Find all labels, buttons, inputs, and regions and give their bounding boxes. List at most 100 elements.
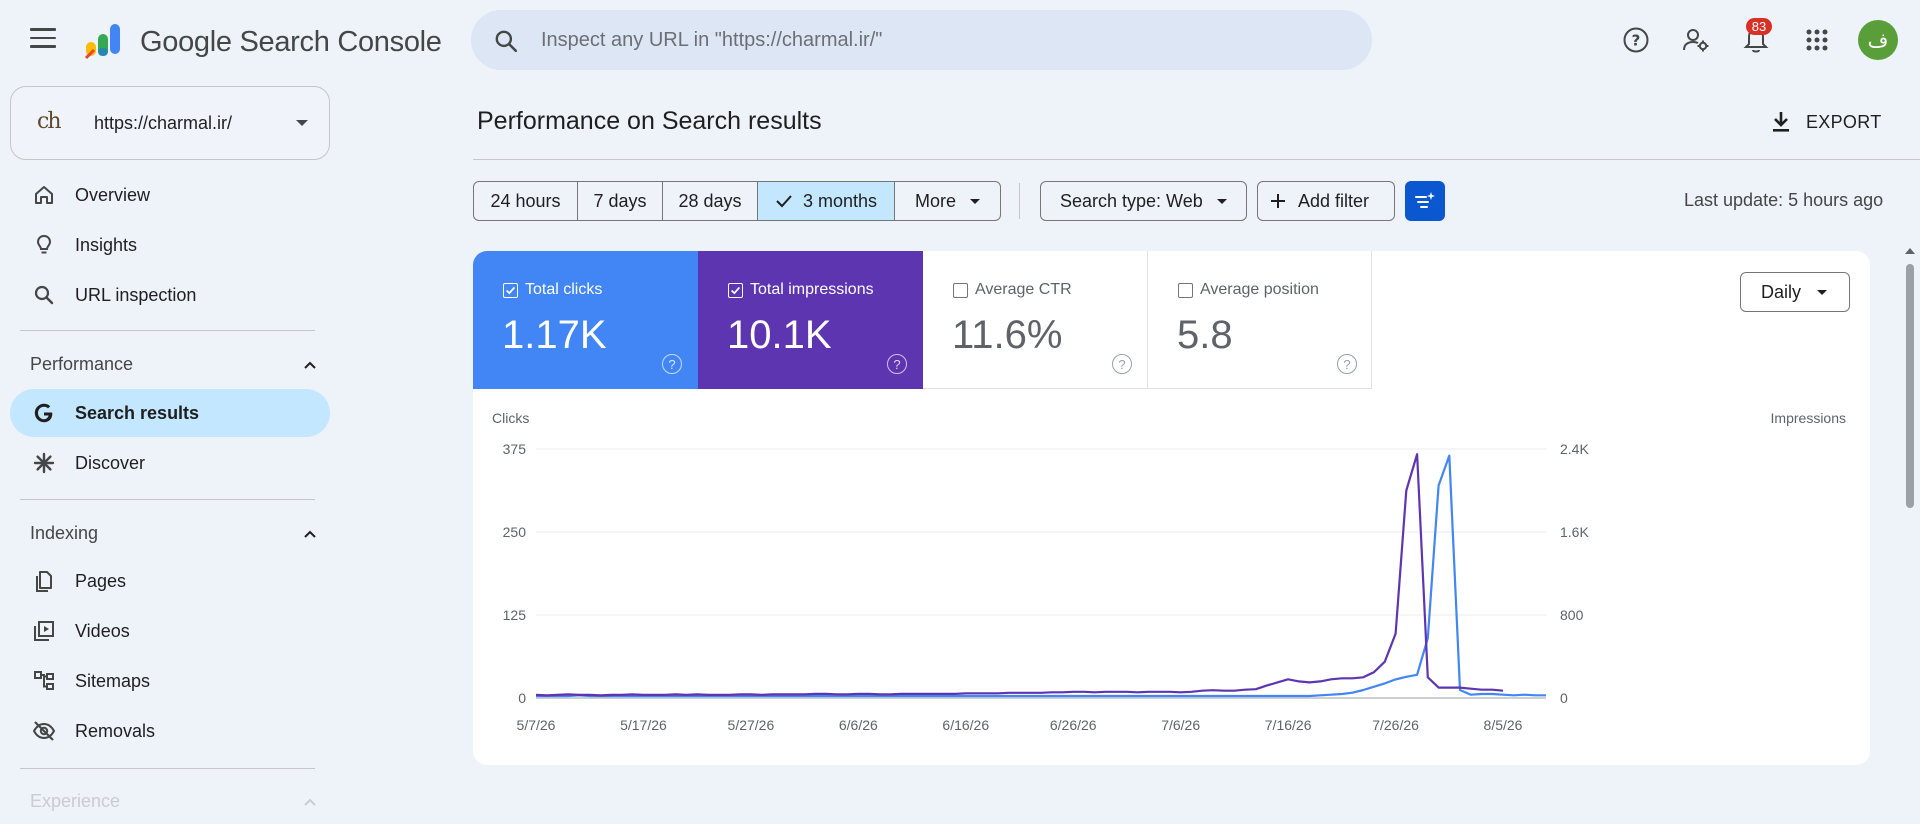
header-divider [473,159,1920,160]
impressions-series-line [535,453,1504,697]
date-range-selector: 24 hours 7 days 28 days 3 months More [473,181,1001,221]
x-tick-label: 7/26/26 [1372,717,1419,733]
checkbox-unchecked-icon[interactable] [1178,283,1193,298]
section-heading: Indexing [30,523,99,543]
sidebar-item-url-inspection[interactable]: URL inspection [10,271,330,319]
export-label: EXPORT [1806,111,1882,132]
property-selector[interactable]: ch https://charmal.ir/ [10,86,330,160]
sidebar-divider [20,499,315,500]
y-right-tick-label: 2.4K [1560,441,1589,457]
scrollbar[interactable] [1904,244,1916,824]
right-axis-title: Impressions [1771,410,1846,426]
add-filter-button[interactable]: Add filter [1257,181,1395,221]
range-label: 28 days [678,190,742,211]
download-icon [1773,112,1789,132]
range-7-days[interactable]: 7 days [578,182,663,220]
x-tick-label: 6/16/26 [942,717,989,733]
filter-sparkle-icon [1415,192,1435,208]
help-icon[interactable]: ? [1616,20,1656,60]
sidebar-item-label: Pages [75,571,127,591]
x-tick-label: 7/6/26 [1161,717,1200,733]
x-tick-label: 7/16/26 [1265,717,1312,733]
videos-icon [34,621,54,641]
search-type-label: Search type: Web [1060,190,1203,211]
url-inspect-input[interactable] [541,20,1341,60]
sidebar-item-removals[interactable]: Removals [10,707,330,755]
sidebar-item-videos[interactable]: Videos [10,607,330,655]
range-more-dropdown[interactable]: More [895,182,1000,220]
user-settings-icon[interactable] [1676,20,1716,60]
google-g-icon [34,403,53,423]
sidebar-item-sitemaps[interactable]: Sitemaps [10,657,330,705]
property-url: https://charmal.ir/ [94,113,233,133]
url-inspect-bar[interactable] [471,10,1372,70]
y-left-tick-label: 375 [503,441,527,457]
scrollbar-thumb[interactable] [1906,264,1914,508]
page-title: Performance on Search results [477,107,822,135]
section-indexing[interactable]: Indexing [10,513,330,553]
search-type-filter[interactable]: Search type: Web [1040,181,1247,221]
apps-grid-icon[interactable] [1797,20,1837,60]
home-icon [35,186,53,204]
sidebar-divider [20,330,315,331]
granularity-dropdown[interactable]: Daily [1740,272,1850,312]
ai-filter-button[interactable] [1405,181,1445,221]
search-console-logo [84,24,120,60]
help-icon[interactable]: ? [887,354,907,374]
checkbox-checked-icon[interactable] [503,283,518,298]
y-left-tick-label: 0 [518,690,526,706]
x-tick-label: 6/6/26 [839,717,878,733]
sidebar-item-discover[interactable]: Discover [10,439,330,487]
sidebar-item-insights[interactable]: Insights [10,221,330,269]
sidebar-item-search-results[interactable]: Search results [10,389,330,437]
metric-label: Average CTR [975,281,1072,298]
svg-text:?: ? [1632,32,1641,50]
section-heading: Experience [30,791,121,811]
range-28-days[interactable]: 28 days [663,182,758,220]
main-menu-icon[interactable] [30,28,56,50]
metric-value: 11.6% [952,313,1063,357]
export-button[interactable]: EXPORT [1770,104,1882,140]
sidebar-item-pages[interactable]: Pages [10,557,330,605]
chevron-up-icon [304,798,316,806]
performance-card: Total clicks 1.17K ? Total impressions 1… [473,251,1870,765]
sidebar-item-label: Videos [75,621,130,641]
sidebar-item-label: Discover [75,453,146,473]
range-label: More [914,190,956,211]
metric-label: Average position [1200,281,1319,298]
scroll-up-arrow-icon[interactable] [1905,248,1915,254]
left-axis-title: Clicks [492,410,529,426]
help-icon[interactable]: ? [662,354,682,374]
metric-average-ctr[interactable]: Average CTR 11.6% ? [923,251,1148,389]
sidebar-item-overview[interactable]: Overview [10,171,330,219]
metric-average-position[interactable]: Average position 5.8 ? [1148,251,1372,389]
help-icon[interactable]: ? [1337,354,1357,374]
caret-down-icon [970,198,980,204]
app-title: Google Search Console [140,26,442,58]
section-experience[interactable]: Experience [10,781,330,821]
sidebar-item-label: Search results [75,403,200,423]
sidebar-item-label: Insights [75,235,138,255]
pages-icon [36,571,52,592]
help-icon[interactable]: ? [1112,354,1132,374]
sidebar-item-label: Removals [75,721,156,741]
metric-value: 10.1K [727,313,832,357]
account-avatar[interactable]: ف [1858,20,1898,60]
top-bar: Google Search Console ? 83 ف [0,0,1920,80]
performance-chart[interactable]: Clicks Impressions 0 125 250 375 0 800 1.6K 2.4K 5… [473,389,1870,765]
sidebar-divider [20,768,315,769]
range-3-months[interactable]: 3 months [758,182,895,220]
caret-down-icon [1216,198,1227,204]
checkbox-unchecked-icon[interactable] [953,283,968,298]
granularity-label: Daily [1761,281,1802,302]
search-icon [495,30,518,53]
metric-total-impressions[interactable]: Total impressions 10.1K ? [698,251,923,389]
section-performance[interactable]: Performance [10,344,330,384]
add-filter-label: Add filter [1298,190,1370,211]
range-24-hours[interactable]: 24 hours [474,182,578,220]
checkbox-checked-icon[interactable] [728,283,743,298]
x-tick-label: 6/26/26 [1050,717,1097,733]
y-left-tick-label: 125 [503,607,527,623]
sidebar-item-label: URL inspection [75,285,197,305]
metric-total-clicks[interactable]: Total clicks 1.17K ? [473,251,698,389]
